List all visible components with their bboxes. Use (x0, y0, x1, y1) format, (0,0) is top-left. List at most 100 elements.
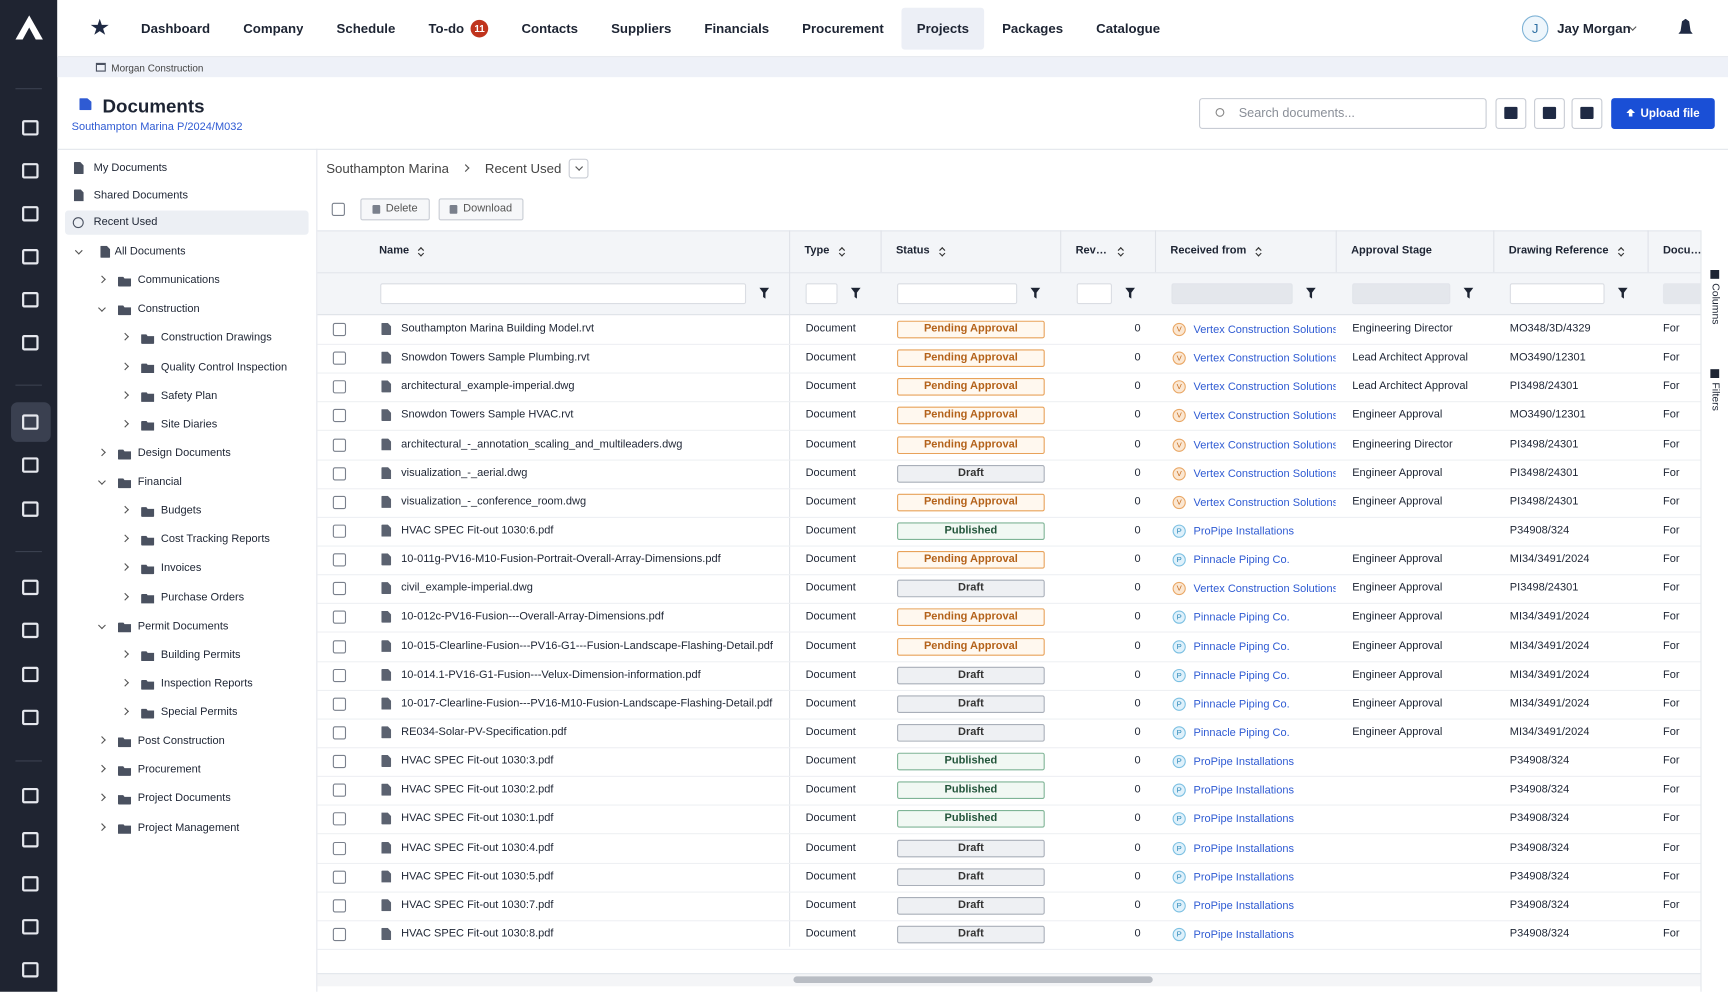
sidebar-icon[interactable] (22, 666, 39, 683)
checkbox[interactable] (332, 610, 347, 625)
tree-item[interactable]: Shared Documents (93, 188, 189, 202)
chevron[interactable] (121, 707, 129, 716)
cell-name[interactable]: architectural_-_annotation_scaling_and_m… (401, 438, 683, 451)
filter-input[interactable] (1352, 283, 1451, 305)
nav-item[interactable]: Suppliers (596, 8, 687, 50)
checkbox[interactable] (332, 783, 347, 798)
nav-item[interactable]: To-do 11 (413, 8, 504, 50)
breadcrumb[interactable]: Morgan Construction (111, 62, 204, 74)
sidebar-icon[interactable] (22, 335, 39, 351)
checkbox[interactable] (332, 553, 347, 567)
tree-item[interactable]: Building Permits (160, 648, 241, 662)
cell-received-from[interactable]: Pinnacle Piping Co. (1193, 640, 1290, 653)
tree-item[interactable]: Post Construction (137, 735, 225, 748)
chevron[interactable] (121, 563, 129, 572)
checkbox[interactable] (331, 202, 345, 216)
chevron[interactable] (98, 304, 106, 313)
sidebar-icon[interactable] (22, 832, 39, 848)
filter-icon[interactable] (1617, 287, 1628, 299)
filter-input[interactable] (805, 283, 838, 305)
chevron[interactable] (98, 477, 106, 485)
cell-name[interactable]: visualization_-_conference_room.dwg (401, 495, 587, 508)
checkbox[interactable] (332, 380, 347, 394)
checkbox[interactable] (332, 755, 347, 769)
column-header[interactable]: Received from (1170, 244, 1335, 259)
user-name[interactable]: Jay Morgan (1557, 20, 1631, 37)
nav-item[interactable]: Dashboard (126, 8, 226, 50)
chevron[interactable] (121, 505, 129, 514)
sidebar-icon[interactable] (22, 919, 39, 935)
cell-received-from[interactable]: Vertex Construction Solutions (1193, 352, 1336, 365)
chevron[interactable] (121, 390, 129, 399)
toolbar-button[interactable]: Delete (360, 198, 430, 221)
tree-item[interactable]: Budgets (160, 504, 202, 518)
filter-input[interactable] (1509, 283, 1605, 305)
nav-item[interactable]: Financials (689, 8, 785, 50)
tree-item[interactable]: Procurement (137, 764, 201, 777)
checkbox[interactable] (332, 409, 347, 423)
column-header[interactable]: Type (804, 244, 880, 259)
tree-item[interactable]: My Documents (93, 161, 168, 175)
sidebar-icon[interactable] (22, 206, 39, 222)
cell-received-from[interactable]: ProPipe Installations (1193, 813, 1294, 826)
tree-item[interactable]: Design Documents (137, 447, 231, 460)
sidebar-icon[interactable] (22, 249, 39, 265)
filter-input[interactable] (1171, 283, 1293, 305)
nav-item[interactable]: Schedule (321, 8, 411, 50)
column-header[interactable]: Status (896, 244, 1060, 259)
checkbox[interactable] (332, 870, 347, 884)
tree-item[interactable]: Permit Documents (137, 620, 229, 633)
sidebar-icon[interactable] (22, 501, 39, 517)
tree-item[interactable]: Inspection Reports (160, 677, 253, 690)
side-tab[interactable]: Columns (1709, 283, 1722, 325)
filter-input[interactable] (380, 283, 747, 305)
chevron[interactable] (121, 333, 129, 341)
checkbox[interactable] (332, 927, 347, 942)
chevron[interactable] (98, 793, 106, 802)
checkbox[interactable] (332, 495, 347, 509)
bell-icon[interactable] (1678, 18, 1693, 34)
tree-item[interactable]: Special Permits (160, 706, 238, 719)
cell-name[interactable]: 10-011g-PV16-M10-Fusion-Portrait-Overall… (401, 553, 721, 566)
cell-name[interactable]: RE034-Solar-PV-Specification.pdf (401, 726, 567, 739)
tree-item[interactable]: Project Documents (137, 792, 231, 806)
sidebar-icon[interactable] (22, 622, 39, 639)
sidebar-icon[interactable] (22, 163, 39, 179)
cell-received-from[interactable]: ProPipe Installations (1193, 756, 1294, 769)
sidebar-icon[interactable] (22, 876, 39, 892)
cell-received-from[interactable]: Pinnacle Piping Co. (1193, 727, 1290, 740)
cell-received-from[interactable]: Vertex Construction Solutions (1193, 323, 1336, 337)
checkbox[interactable] (332, 582, 347, 596)
cell-name[interactable]: visualization_-_aerial.dwg (401, 466, 528, 480)
cell-name[interactable]: 10-015-Clearline-Fusion---PV16-G1---Fusi… (401, 639, 773, 652)
checkbox[interactable] (332, 524, 347, 538)
nav-item[interactable]: Contacts (506, 8, 593, 50)
cell-received-from[interactable]: Vertex Construction Solutions (1193, 381, 1336, 394)
tree-item[interactable]: Project Management (137, 821, 240, 834)
icon-button[interactable] (1495, 98, 1527, 129)
toolbar-button[interactable]: Download (438, 198, 524, 221)
filter-icon[interactable] (850, 287, 861, 299)
chevron[interactable] (121, 649, 129, 658)
sidebar-icon[interactable] (22, 120, 39, 136)
column-header[interactable]: Drawing Reference (1509, 244, 1648, 259)
cell-received-from[interactable]: Pinnacle Piping Co. (1193, 612, 1290, 625)
chevron[interactable] (98, 765, 106, 773)
chevron[interactable] (74, 246, 83, 255)
cell-name[interactable]: 10-012c-PV16-Fusion---Overall-Array-Dime… (401, 610, 664, 624)
cell-received-from[interactable]: Vertex Construction Solutions (1193, 410, 1336, 423)
cell-name[interactable]: Southampton Marina Building Model.rvt (401, 322, 595, 336)
checkbox[interactable] (332, 639, 347, 653)
cell-received-from[interactable]: ProPipe Installations (1193, 900, 1294, 913)
filter-icon[interactable] (759, 287, 770, 299)
path-item[interactable]: Recent Used (484, 160, 562, 177)
checkbox[interactable] (332, 668, 347, 682)
nav-item[interactable]: Packages (987, 8, 1079, 50)
cell-name[interactable]: HVAC SPEC Fit-out 1030:8.pdf (401, 927, 554, 940)
tree-item[interactable]: Construction Drawings (160, 332, 272, 345)
search-box[interactable] (1199, 98, 1487, 129)
cell-received-from[interactable]: Pinnacle Piping Co. (1193, 698, 1290, 711)
tree-item[interactable]: Site Diaries (160, 418, 218, 431)
cell-name[interactable]: HVAC SPEC Fit-out 1030:3.pdf (401, 755, 554, 768)
checkbox[interactable] (332, 812, 347, 826)
